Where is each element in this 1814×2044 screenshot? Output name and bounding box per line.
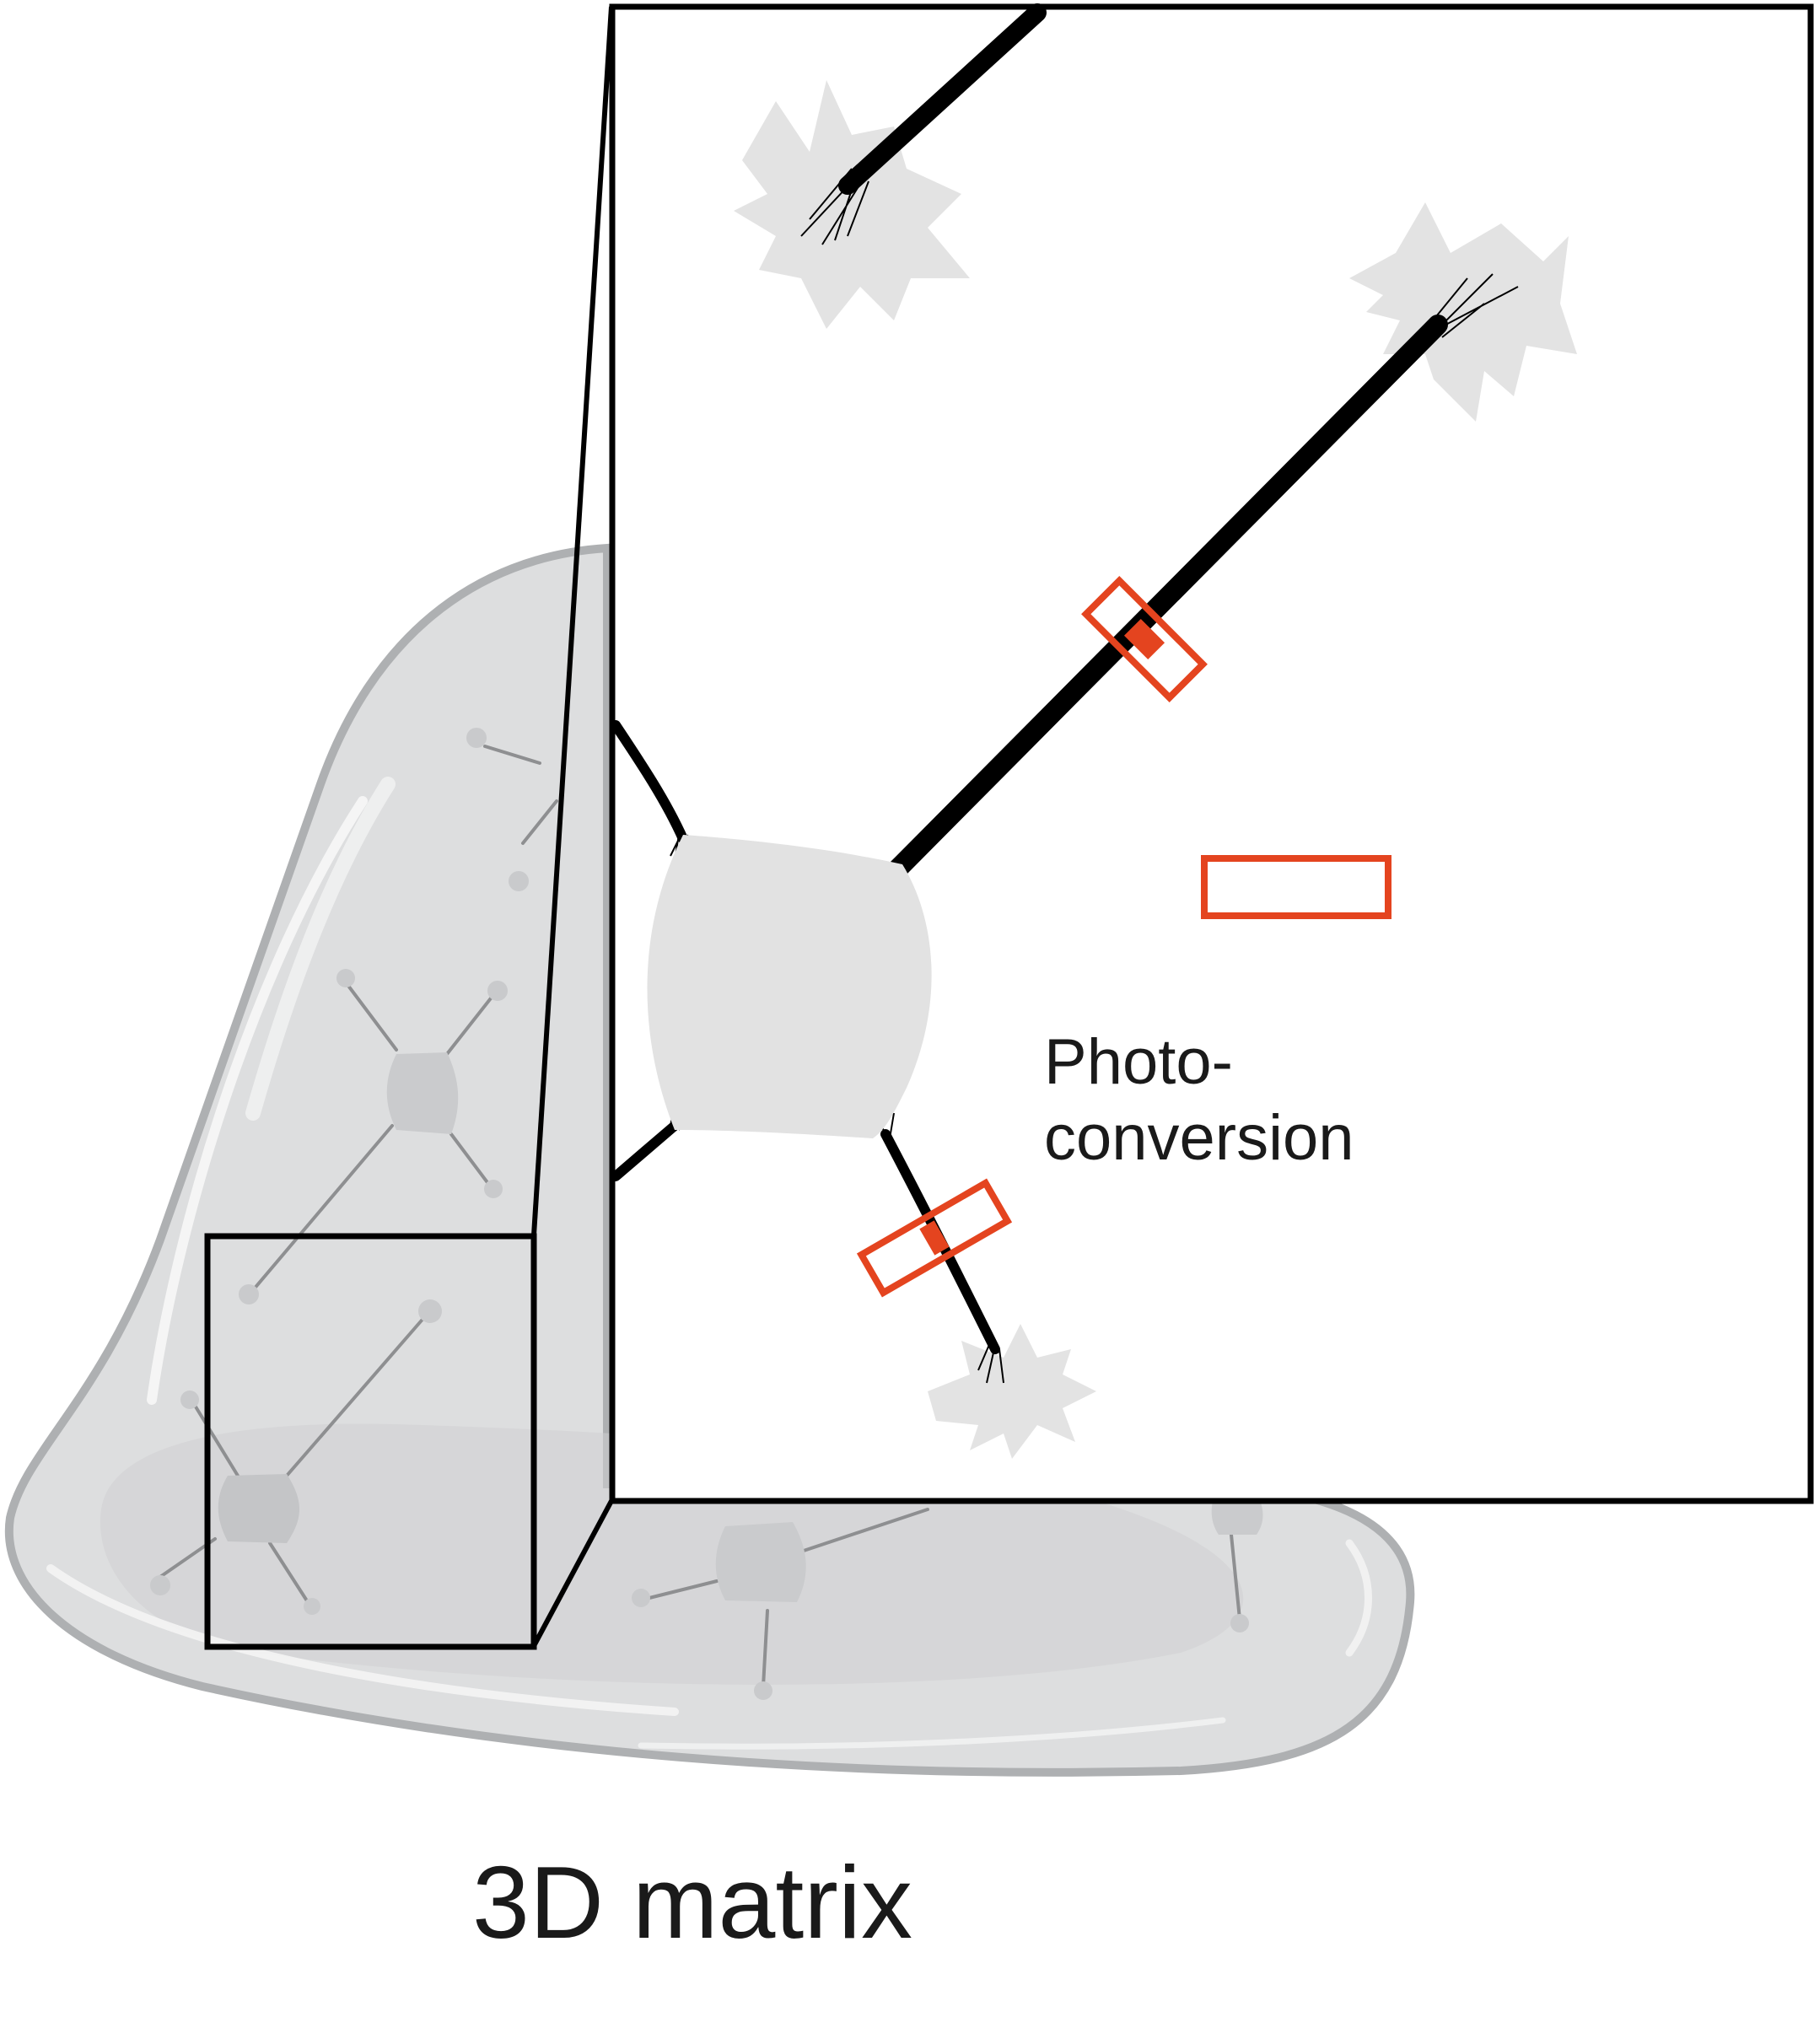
gel-process [445, 993, 495, 1056]
zoom-connectors [531, 6, 614, 1648]
end-foot-top-right [1349, 202, 1577, 422]
gel-process [285, 1314, 428, 1477]
magnified-inset [609, 3, 1814, 1504]
gel-cell-body [715, 1522, 806, 1602]
gel-star [632, 1589, 650, 1607]
photoconversion-box-main-process [1081, 576, 1208, 702]
gel-process [799, 1508, 929, 1553]
gel-star [304, 1598, 320, 1615]
gel-process [449, 1132, 491, 1186]
gel-stars [150, 728, 1249, 1700]
fibre-tip-bottom-right [977, 1340, 1004, 1384]
process-top-left [838, 3, 1047, 195]
fibre-tip-top-left [800, 168, 869, 245]
matrix-label: 3D matrix [472, 1845, 912, 1960]
photoconversion-label: Photo- conversion [1044, 1025, 1354, 1177]
gel-star [509, 871, 529, 891]
gel-highlight-outer [147, 796, 368, 1405]
gel-star [754, 1681, 772, 1700]
photoconverted-segments [919, 618, 1165, 1256]
photoconverted-segment-lower [919, 1220, 950, 1256]
gel-process [762, 1609, 769, 1688]
photoconverted-segment-main [1123, 618, 1165, 660]
gel-process [251, 1124, 394, 1292]
zoom-region-box [204, 1233, 537, 1650]
gel-star [484, 1180, 503, 1198]
gel-process [192, 1402, 242, 1482]
zoom-line-bottom [531, 1499, 614, 1648]
gel-highlight-inner [245, 777, 396, 1121]
photoconversion-boxes [856, 576, 1391, 1298]
gel-star [1230, 1614, 1249, 1633]
photoconversion-label-line1: Photo- [1044, 1026, 1233, 1098]
photoconversion-box-lower-process [856, 1178, 1013, 1298]
photoconversion-box-free [1201, 855, 1391, 919]
photoconversion-label-line2: conversion [1044, 1102, 1354, 1175]
gel-cell-body [386, 1052, 459, 1134]
gel-star [336, 969, 355, 987]
end-foot-top-left [734, 80, 970, 329]
gel-star [239, 1284, 259, 1304]
gel-cell-bodies [218, 1052, 1263, 1602]
gel-process [1230, 1533, 1241, 1621]
end-feet [734, 80, 1577, 1459]
central-cell-body [647, 835, 932, 1138]
gel-process [648, 1579, 719, 1600]
process-main-diagonal [888, 315, 1448, 879]
fibre-tip-top-right [1429, 273, 1519, 338]
gel-star [466, 728, 487, 748]
process-lower-left [611, 1121, 680, 1181]
gel-highlight-bottom-right [638, 1717, 1226, 1750]
gel-process [483, 745, 541, 765]
zoom-line-top [531, 6, 614, 1236]
process-upper-left [611, 720, 688, 844]
gel-star [150, 1575, 170, 1595]
gel-star [180, 1390, 199, 1409]
gel-cell-body [218, 1474, 299, 1543]
gel-process [344, 981, 398, 1052]
gel-highlight-bottom [46, 1564, 679, 1716]
gel-process [521, 799, 558, 845]
end-foot-bottom-right [928, 1324, 1096, 1459]
gel-star [418, 1299, 442, 1323]
gel-highlight-right [1345, 1539, 1372, 1657]
gel-star [487, 981, 508, 1001]
gel-process [268, 1541, 310, 1604]
